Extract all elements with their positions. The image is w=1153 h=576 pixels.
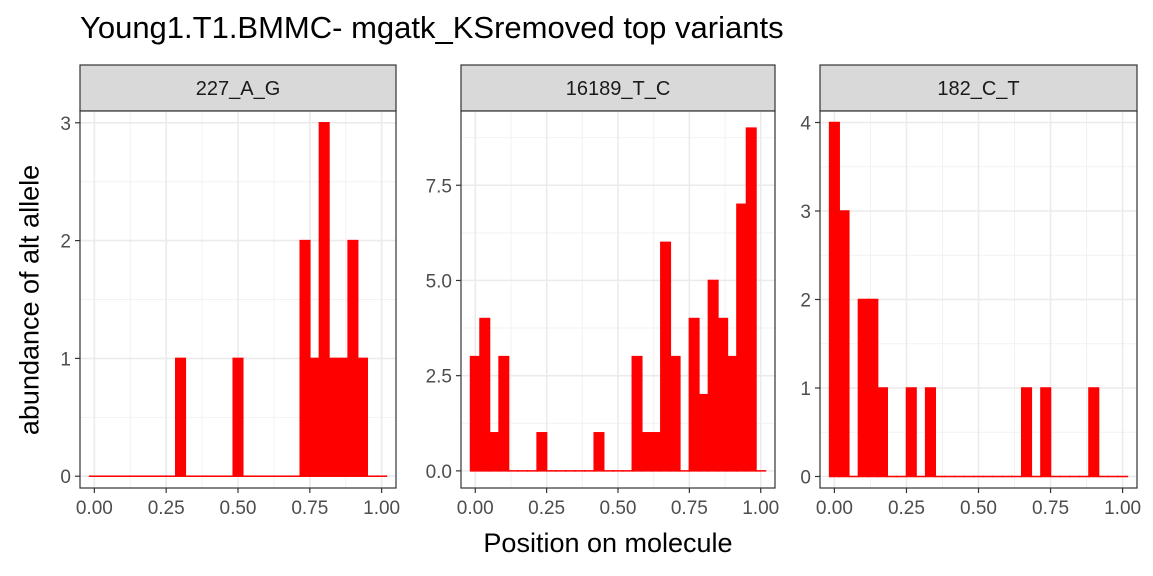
y-tick-label: 5.0 bbox=[426, 271, 452, 292]
histogram-bar bbox=[299, 239, 311, 477]
x-tick-label: 0.00 bbox=[816, 498, 853, 519]
x-tick-label: 1.00 bbox=[363, 498, 400, 519]
histogram-bar bbox=[736, 203, 748, 472]
histogram-bar bbox=[1020, 387, 1033, 478]
histogram-bar bbox=[745, 127, 757, 472]
y-axis-label: abundance of alt allele bbox=[14, 164, 45, 436]
histogram-bar bbox=[698, 393, 710, 472]
histogram-bar bbox=[905, 387, 917, 478]
x-tick-label: 0.75 bbox=[291, 498, 328, 519]
y-tick-label: 0 bbox=[800, 467, 811, 488]
histogram-bar bbox=[726, 355, 738, 472]
y-tick-label: 0 bbox=[60, 467, 71, 488]
panel-strip-label: 227_A_G bbox=[196, 78, 281, 100]
histogram-bar bbox=[498, 355, 510, 472]
x-tick-label: 1.00 bbox=[1104, 498, 1141, 519]
histogram-bar bbox=[175, 357, 187, 477]
y-tick-label: 7.5 bbox=[426, 176, 452, 197]
histogram-bar bbox=[356, 357, 369, 477]
histogram-bar bbox=[688, 317, 700, 472]
histogram-bar bbox=[924, 387, 937, 478]
histogram-bar bbox=[1040, 387, 1052, 478]
histogram-bar bbox=[1088, 387, 1100, 478]
y-tick-label: 1 bbox=[60, 349, 71, 370]
y-tick-label: 2.5 bbox=[426, 367, 452, 388]
panel-strip bbox=[79, 64, 397, 112]
x-tick-label: 0.00 bbox=[457, 498, 494, 519]
x-tick-label: 0.25 bbox=[528, 498, 565, 519]
y-tick-label: 3 bbox=[800, 202, 811, 223]
x-tick-label: 0.75 bbox=[1032, 498, 1069, 519]
histogram-bar bbox=[631, 355, 643, 472]
histogram-bar bbox=[669, 355, 681, 472]
x-tick-label: 0.25 bbox=[888, 498, 925, 519]
histogram-bar bbox=[328, 357, 340, 477]
y-tick-label: 0.0 bbox=[426, 462, 452, 483]
histogram-bar bbox=[309, 357, 321, 477]
histogram-bar bbox=[867, 298, 879, 478]
panel-strip-label: 182_C_T bbox=[937, 78, 1019, 100]
histogram-bar bbox=[717, 317, 729, 472]
histogram-bar bbox=[479, 317, 491, 472]
y-tick-label: 2 bbox=[800, 291, 811, 312]
histogram-bar bbox=[488, 432, 500, 472]
histogram-bar bbox=[707, 279, 719, 472]
x-tick-label: 0.50 bbox=[600, 498, 637, 519]
histogram-bar bbox=[232, 357, 244, 477]
histogram-bar bbox=[650, 432, 662, 472]
histogram-bar bbox=[337, 357, 349, 477]
histogram-bar bbox=[347, 239, 359, 477]
x-tick-label: 0.50 bbox=[220, 498, 257, 519]
x-tick-label: 0.50 bbox=[960, 498, 997, 519]
x-axis-label: Position on molecule bbox=[483, 528, 733, 558]
x-tick-label: 0.75 bbox=[671, 498, 708, 519]
panel-strip bbox=[819, 64, 1138, 112]
histogram-bar bbox=[660, 241, 672, 472]
panel-strip-label: 16189_T_C bbox=[566, 78, 671, 100]
histogram-bar bbox=[318, 122, 330, 477]
x-tick-label: 1.00 bbox=[742, 498, 779, 519]
histogram-bar bbox=[641, 432, 653, 472]
chart-title: Young1.T1.BMMC- mgatk_KSremoved top vari… bbox=[80, 10, 784, 45]
histogram-bar bbox=[593, 432, 605, 472]
histogram-bar bbox=[828, 121, 840, 478]
histogram-bar bbox=[876, 387, 889, 478]
x-tick-label: 0.25 bbox=[148, 498, 185, 519]
y-tick-label: 4 bbox=[800, 114, 811, 135]
y-tick-label: 1 bbox=[800, 379, 811, 400]
histogram-bar bbox=[838, 210, 850, 478]
y-tick-label: 3 bbox=[60, 114, 71, 135]
histogram-bar bbox=[857, 298, 869, 478]
x-tick-label: 0.00 bbox=[76, 498, 113, 519]
histogram-bar bbox=[536, 432, 548, 472]
y-tick-label: 2 bbox=[60, 232, 71, 253]
histogram-bar bbox=[469, 355, 481, 472]
